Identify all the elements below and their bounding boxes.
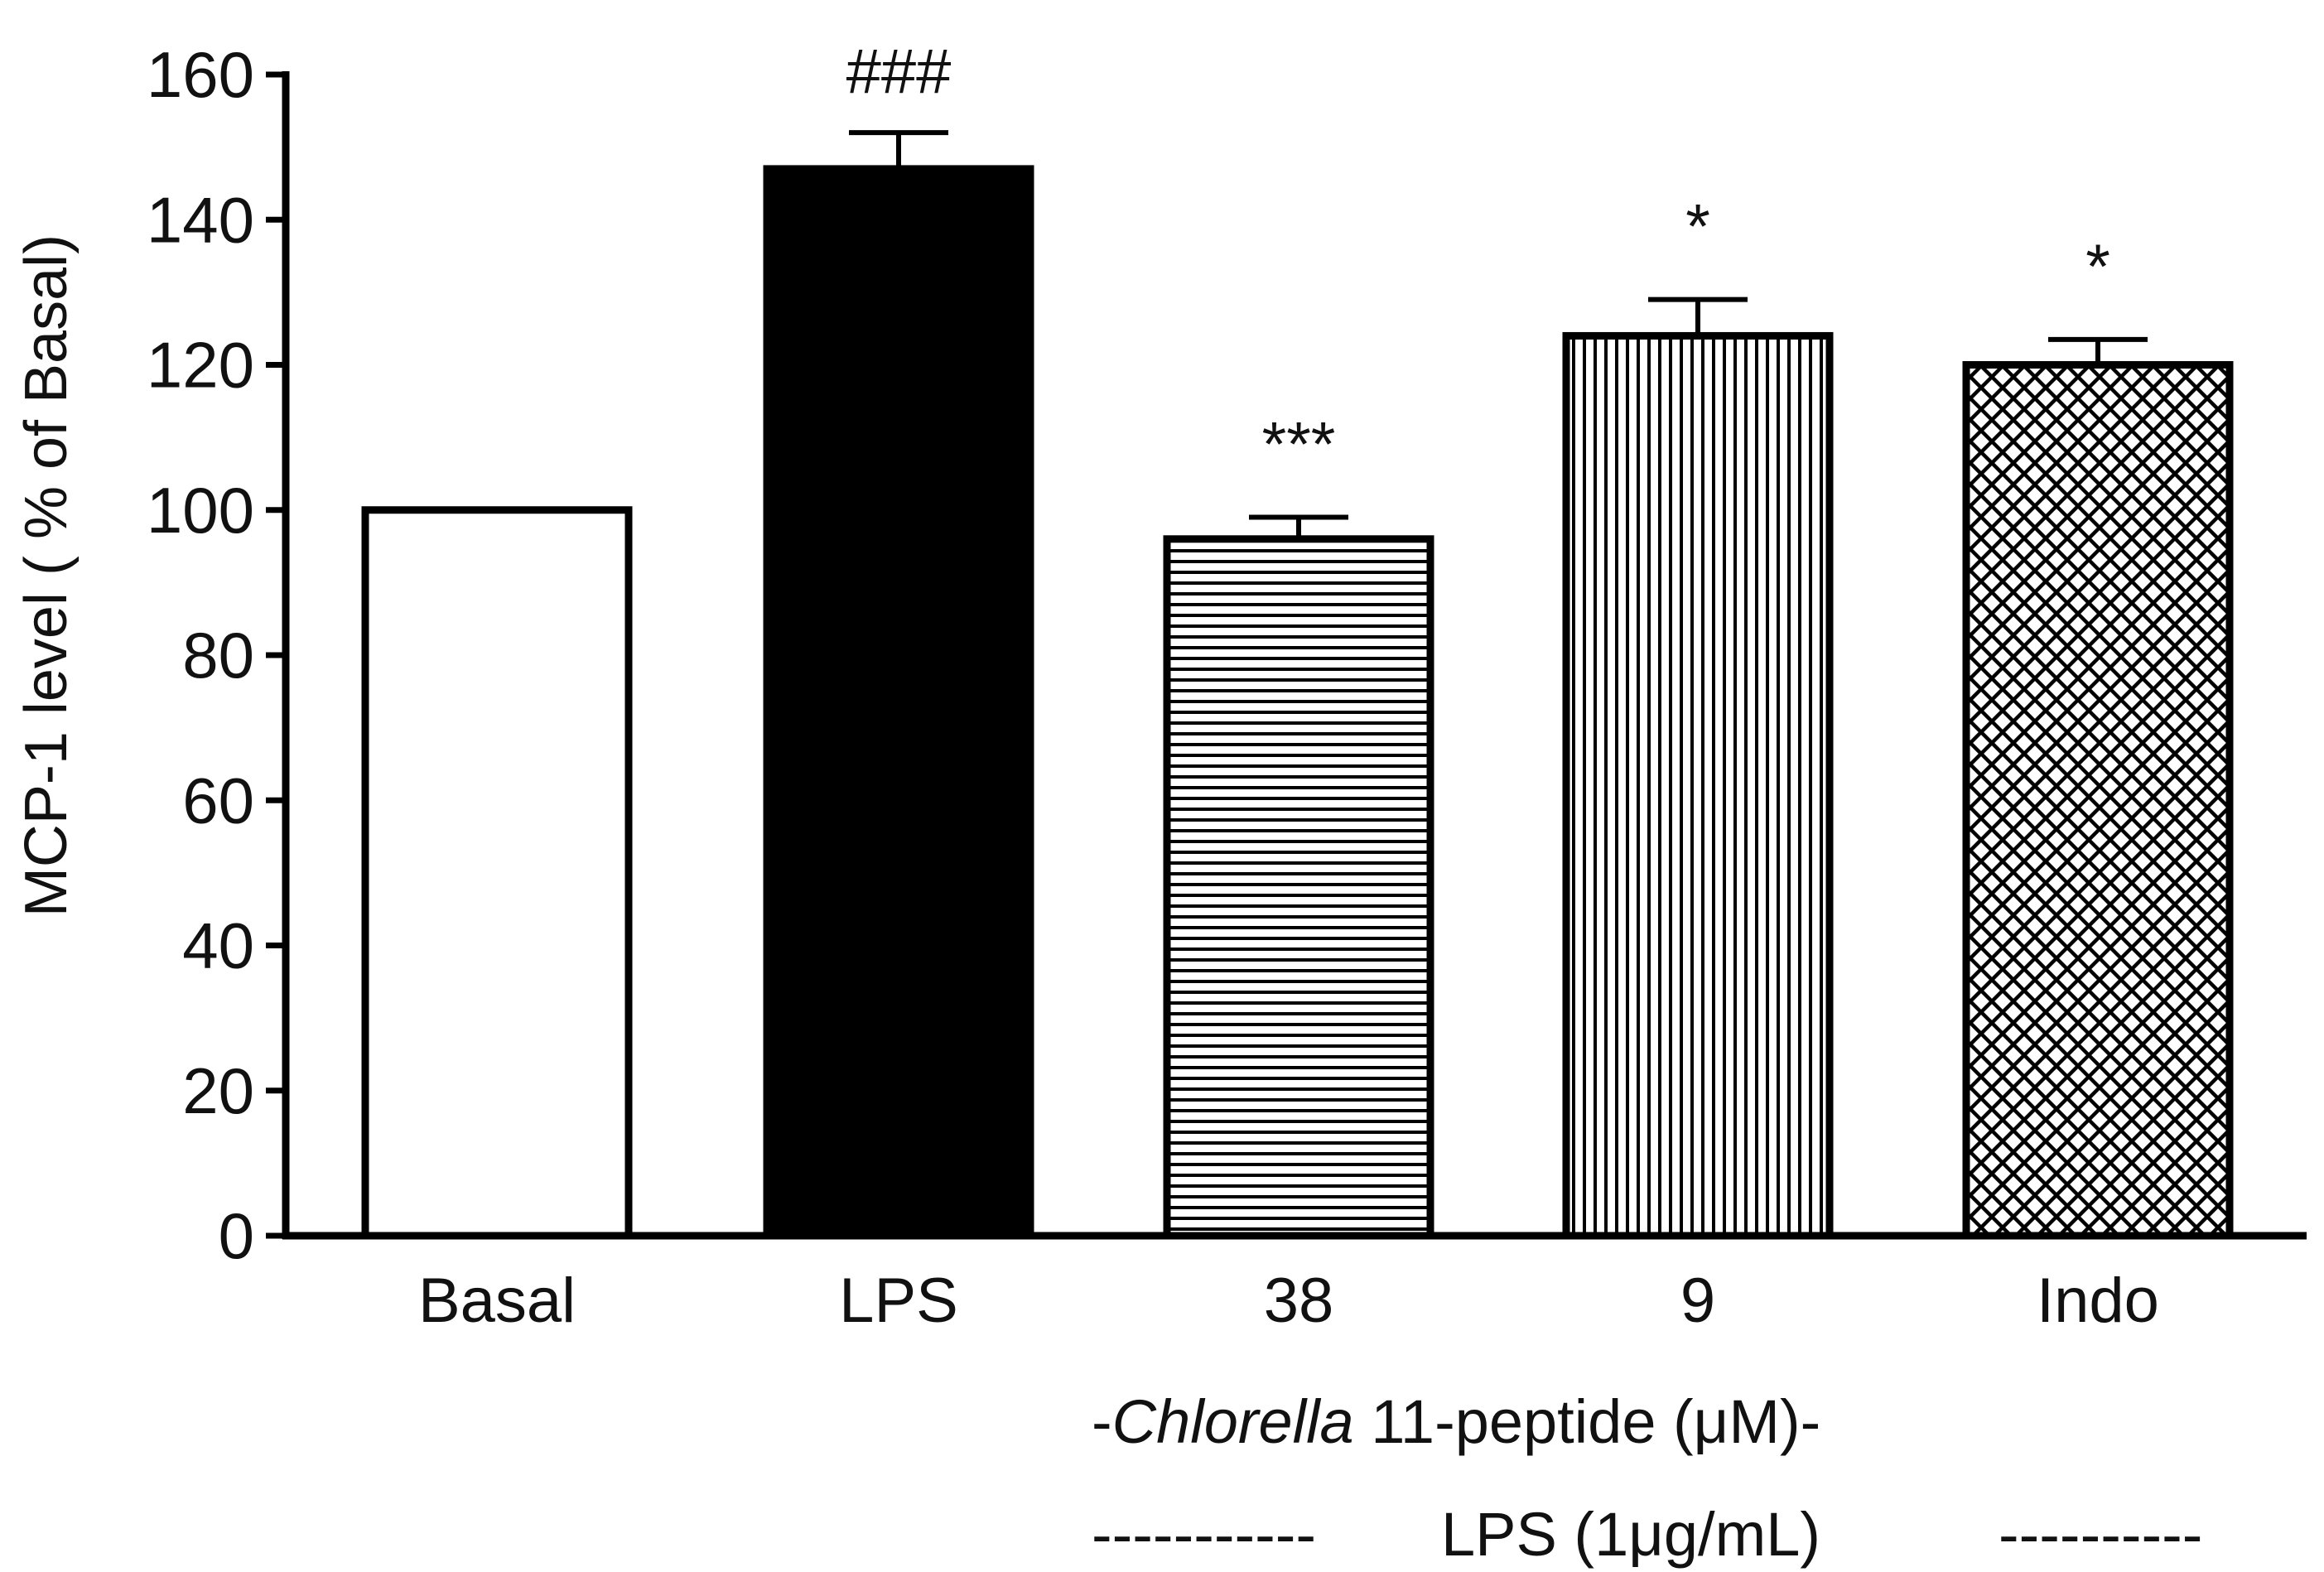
- y-axis-title: MCP-1 level ( % of Basal): [13, 234, 80, 917]
- condition-label: LPS (1μg/mL): [1441, 1500, 1820, 1569]
- y-tick-label-100: 100: [147, 474, 254, 547]
- y-tick-label-120: 120: [147, 329, 254, 402]
- error-bars: [849, 130, 2148, 539]
- bar-9: [1562, 331, 1834, 1240]
- axes: [266, 71, 2307, 1240]
- bars: [361, 165, 2234, 1240]
- x-tick-label-9: 9: [1680, 1266, 1715, 1336]
- x-tick-label-indo: Indo: [2037, 1266, 2159, 1336]
- condition-right-dashes: ----------: [1999, 1500, 2202, 1569]
- condition-left-dashes: -----------: [1092, 1500, 1316, 1569]
- bar-lps: [763, 165, 1034, 1240]
- y-tick-label-20: 20: [182, 1054, 254, 1127]
- x-tick-label-lps: LPS: [839, 1266, 958, 1336]
- annotation-lps: ###: [846, 36, 952, 107]
- group-label-rest: 11-peptide (μM)-: [1354, 1387, 1821, 1456]
- group-label-prefix: -: [1092, 1387, 1112, 1456]
- y-tick-label-80: 80: [182, 619, 254, 692]
- bar-basal: [361, 506, 633, 1240]
- y-tick-label-60: 60: [182, 764, 254, 837]
- y-tick-label-40: 40: [182, 909, 254, 982]
- annotation-indo: *: [2085, 232, 2110, 302]
- annotation-9: *: [1685, 192, 1710, 263]
- significance-annotations: ###*****: [846, 36, 2110, 480]
- x-tick-label-basal: Basal: [418, 1266, 576, 1336]
- annotation-38: ***: [1262, 410, 1336, 480]
- axis-labels: Basal LPS 38 9 Indo 0 20 40 60 80 100 120 140 160: [147, 38, 2159, 1336]
- y-tick-label-160: 160: [147, 38, 254, 111]
- y-tick-label-140: 140: [147, 183, 254, 256]
- x-tick-label-38: 38: [1264, 1266, 1334, 1336]
- group-label: -Chlorella 11-peptide (μM)-: [1092, 1387, 1820, 1456]
- bar-38: [1163, 535, 1434, 1240]
- bar-indo: [1962, 361, 2234, 1240]
- group-label-species: Chlorella: [1112, 1387, 1354, 1456]
- y-tick-label-0: 0: [219, 1199, 254, 1272]
